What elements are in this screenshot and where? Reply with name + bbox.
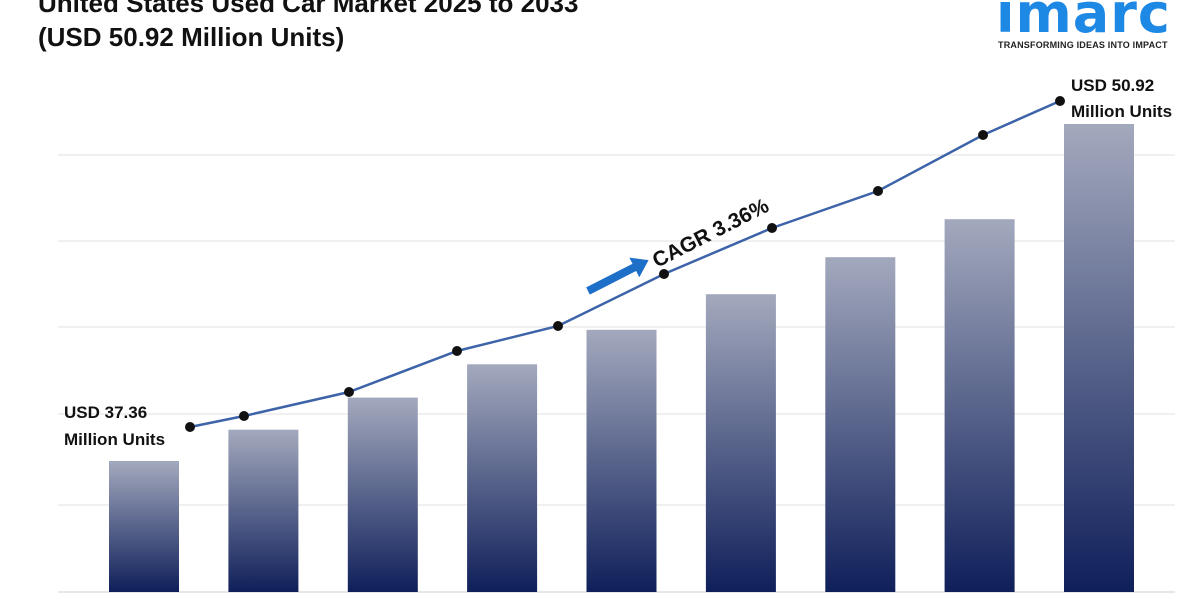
logo-tagline: TRANSFORMING IDEAS INTO IMPACT <box>998 40 1168 50</box>
start-value-label: USD 37.36 Million Units <box>64 403 165 449</box>
trend-point <box>553 321 563 331</box>
trend-point <box>659 269 669 279</box>
start-label-line1: USD 37.36 <box>64 403 147 422</box>
trend-point <box>452 346 462 356</box>
end-label-line1: USD 50.92 <box>1071 76 1154 95</box>
trend-point <box>1055 96 1065 106</box>
bar-2030 <box>705 294 776 592</box>
start-label-line2: Million Units <box>64 430 165 449</box>
logo-wordmark: imarc <box>996 0 1171 45</box>
bar-2028 <box>467 364 538 592</box>
bar-2026 <box>228 429 299 592</box>
trend-line <box>189 99 1061 429</box>
chart-title-line2: (USD 50.92 Million Units) <box>38 22 345 52</box>
end-value-label: USD 50.92 Million Units <box>1071 76 1172 121</box>
trend-point <box>344 387 354 397</box>
bar-2032 <box>944 219 1015 592</box>
trend-point <box>185 422 195 432</box>
cagr-annotation: CAGR 3.36% <box>586 194 773 295</box>
trend-point <box>978 130 988 140</box>
trend-point <box>767 223 777 233</box>
imarc-logo: imarc TRANSFORMING IDEAS INTO IMPACT <box>996 0 1196 60</box>
cagr-arrow-shaft <box>586 262 638 295</box>
chart-title-line1: United States Used Car Market 2025 to 20… <box>38 0 579 18</box>
trend-point <box>873 186 883 196</box>
trend-polyline <box>189 99 1061 429</box>
cagr-label: CAGR 3.36% <box>649 194 773 272</box>
bar-2027 <box>347 397 418 592</box>
trend-points <box>185 96 1065 432</box>
end-label-line2: Million Units <box>1071 102 1172 121</box>
bar-2031 <box>825 257 896 592</box>
trend-point <box>239 411 249 421</box>
bar-2025 <box>109 461 179 592</box>
chart-title: United States Used Car Market 2025 to 20… <box>38 0 838 54</box>
bar-2029 <box>586 329 657 592</box>
bars <box>109 124 1134 592</box>
cagr-arrow-head <box>629 257 649 278</box>
bar-2033 <box>1064 124 1134 592</box>
